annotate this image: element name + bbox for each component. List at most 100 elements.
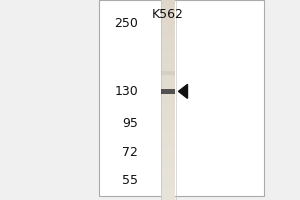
Bar [160, 95, 175, 96]
Bar [160, 14, 175, 15]
Bar [160, 84, 175, 85]
Bar [160, 92, 175, 93]
Bar [160, 143, 175, 144]
Bar [160, 11, 175, 12]
Bar [160, 30, 175, 31]
Bar [160, 1, 175, 2]
Bar [160, 22, 175, 23]
Bar [160, 23, 175, 24]
Bar [160, 182, 175, 183]
Bar [160, 157, 175, 158]
Bar [160, 34, 175, 35]
Bar [160, 169, 175, 170]
Bar [160, 58, 175, 59]
Bar [160, 138, 175, 139]
Bar [160, 39, 175, 40]
Bar [160, 71, 175, 72]
Bar [160, 122, 175, 123]
Bar [160, 129, 175, 130]
Text: 250: 250 [114, 17, 138, 30]
Bar [160, 155, 175, 156]
Bar [160, 119, 175, 120]
Bar [160, 70, 175, 71]
Bar [160, 170, 175, 171]
Bar [160, 199, 175, 200]
Bar [160, 83, 175, 84]
Text: 72: 72 [122, 146, 138, 159]
Bar [160, 134, 175, 135]
Bar [160, 177, 175, 178]
Bar [160, 165, 175, 166]
Bar [160, 80, 175, 81]
Bar [160, 188, 175, 189]
Bar [160, 17, 175, 18]
Bar [160, 57, 175, 58]
Bar [160, 127, 175, 128]
Bar [160, 193, 175, 194]
Bar [160, 197, 175, 198]
Bar [160, 185, 175, 186]
Bar [160, 97, 175, 98]
Bar [160, 160, 175, 161]
Bar [160, 187, 175, 188]
Bar [160, 172, 175, 173]
Bar [160, 31, 175, 32]
Bar [160, 75, 175, 76]
Bar [160, 93, 175, 94]
Bar [160, 164, 175, 165]
Bar [160, 51, 175, 52]
Bar [160, 135, 175, 136]
Bar [160, 189, 175, 190]
Bar [160, 78, 175, 79]
Bar [160, 113, 175, 114]
Bar [160, 153, 175, 154]
Bar [160, 85, 175, 86]
Bar [160, 112, 175, 113]
Bar [160, 62, 175, 63]
Bar [160, 184, 175, 185]
Bar [160, 65, 175, 66]
Bar [160, 8, 175, 9]
Bar [160, 136, 175, 137]
Bar [160, 72, 175, 73]
Bar [160, 13, 175, 14]
Bar [160, 48, 175, 49]
Bar [160, 47, 175, 48]
Bar [160, 88, 175, 89]
Bar [160, 5, 175, 6]
Bar [160, 36, 175, 37]
Bar [160, 59, 175, 60]
Bar [160, 77, 175, 78]
Bar [160, 173, 175, 174]
Text: 130: 130 [114, 85, 138, 98]
Bar [160, 181, 175, 182]
Bar [160, 41, 175, 42]
Bar [160, 167, 175, 168]
Bar [160, 195, 175, 196]
Bar [160, 133, 175, 134]
Bar [160, 151, 175, 152]
Bar [160, 12, 175, 13]
Bar [160, 107, 175, 108]
Bar [160, 108, 175, 109]
Bar [160, 104, 175, 105]
Bar [160, 174, 175, 175]
Bar [160, 124, 175, 125]
Bar [160, 132, 175, 133]
Bar [160, 64, 175, 65]
Bar [160, 53, 175, 54]
Bar [160, 61, 175, 62]
Bar [160, 16, 175, 17]
Bar [160, 176, 175, 177]
Text: K562: K562 [152, 8, 184, 21]
Bar [160, 69, 175, 70]
Bar [160, 159, 175, 160]
Bar [160, 154, 175, 155]
Bar [160, 20, 175, 21]
Bar [160, 114, 175, 115]
Bar [160, 125, 175, 126]
Bar [160, 25, 175, 26]
Bar [160, 161, 175, 162]
Bar [160, 158, 175, 159]
Bar [160, 106, 175, 107]
